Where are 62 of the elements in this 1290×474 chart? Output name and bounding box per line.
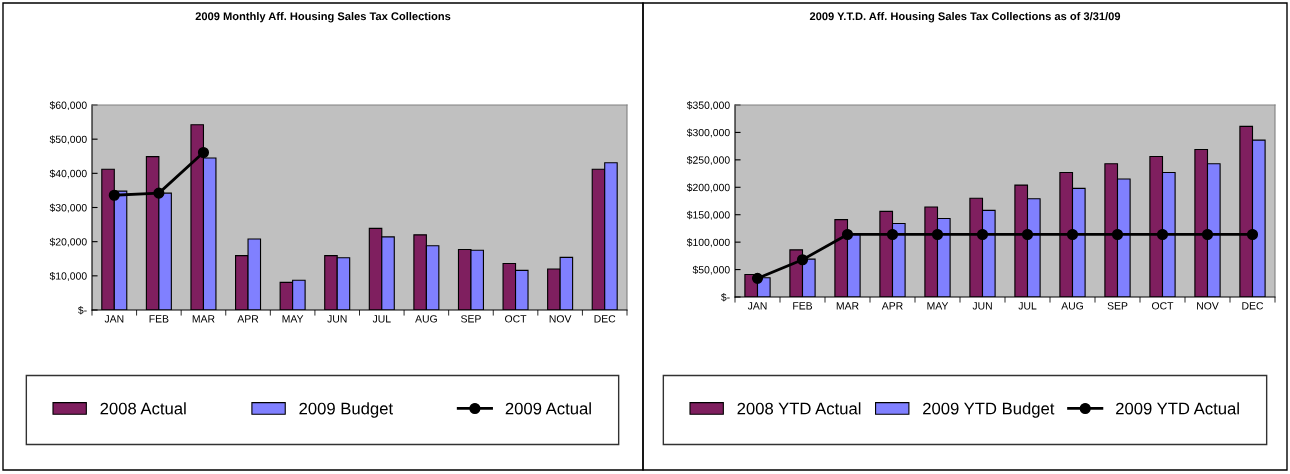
x-tick-label: SEP xyxy=(1107,302,1128,310)
x-tick-label: SEP xyxy=(461,315,481,323)
point xyxy=(751,272,764,284)
x-tick-label: APR xyxy=(881,302,903,310)
point xyxy=(197,146,210,159)
x-tick-label: DEC xyxy=(1242,302,1264,310)
legend-label: 2009 YTD Actual xyxy=(1116,402,1239,415)
x-tick-label: FEB xyxy=(149,315,169,323)
x-tick-label: MAY xyxy=(282,315,304,323)
point xyxy=(1021,228,1034,241)
point xyxy=(976,228,989,241)
y-tick-label: $50,000 xyxy=(692,265,730,275)
y-tick-label: $30,000 xyxy=(49,203,87,213)
x-tick-label: OCT xyxy=(1152,302,1174,310)
point xyxy=(1246,228,1259,241)
x-tick-label: JUN xyxy=(972,302,992,310)
y-tick-label: $20,000 xyxy=(49,237,87,247)
point xyxy=(1066,228,1079,241)
x-tick-label: APR xyxy=(237,315,259,323)
point xyxy=(796,254,809,266)
point xyxy=(931,228,944,241)
y-tick-label: $40,000 xyxy=(49,169,87,179)
x-tick-label: AUG xyxy=(415,315,437,323)
x-tick-label: JAN xyxy=(104,315,124,323)
y-tick-label: $- xyxy=(77,306,87,315)
x-tick-label: JAN xyxy=(747,302,767,310)
legend-label: 2009 Actual xyxy=(505,402,591,415)
y-tick-label: $50,000 xyxy=(49,135,87,145)
y-tick-label: $250,000 xyxy=(686,155,730,165)
y-tick-label: $- xyxy=(720,293,730,302)
legend-label: 2009 YTD Budget xyxy=(923,402,1055,418)
x-tick-label: JUL xyxy=(372,315,391,323)
y-tick-label: $350,000 xyxy=(686,101,730,111)
y-tick-label: $100,000 xyxy=(686,238,730,248)
x-tick-label: DEC xyxy=(594,315,616,323)
chart-title: 2009 Y.T.D. Aff. Housing Sales Tax Collections as of 3/31/09 xyxy=(809,12,1121,23)
point xyxy=(1156,228,1169,241)
x-tick-label: FEB xyxy=(793,302,813,310)
x-tick-label: NOV xyxy=(1197,302,1219,310)
x-tick-label: MAR xyxy=(192,315,215,323)
point xyxy=(153,187,165,199)
x-tick-label: NOV xyxy=(549,315,572,323)
x-tick-label: AUG xyxy=(1061,302,1084,310)
x-tick-label: MAY xyxy=(927,302,949,310)
y-tick-label: $10,000 xyxy=(49,271,87,281)
legend-label: 2008 YTD Actual xyxy=(737,402,861,415)
point xyxy=(886,228,899,241)
legend-label: 2008 Actual xyxy=(100,402,186,415)
point xyxy=(1201,228,1214,241)
legend-label: 2009 Budget xyxy=(299,402,393,418)
x-tick-label: MAR xyxy=(836,302,859,310)
x-tick-label: OCT xyxy=(505,315,527,323)
point xyxy=(108,189,120,201)
y-tick-label: $150,000 xyxy=(686,210,730,220)
y-tick-label: $300,000 xyxy=(686,128,730,138)
x-tick-label: JUN xyxy=(327,315,347,323)
y-tick-label: $60,000 xyxy=(49,101,87,111)
point xyxy=(1111,228,1124,241)
x-tick-label: JUL xyxy=(1018,302,1037,310)
y-tick-label: $200,000 xyxy=(686,183,730,193)
chart-title: 2009 Monthly Aff. Housing Sales Tax Collections xyxy=(195,12,451,23)
point xyxy=(841,228,854,241)
